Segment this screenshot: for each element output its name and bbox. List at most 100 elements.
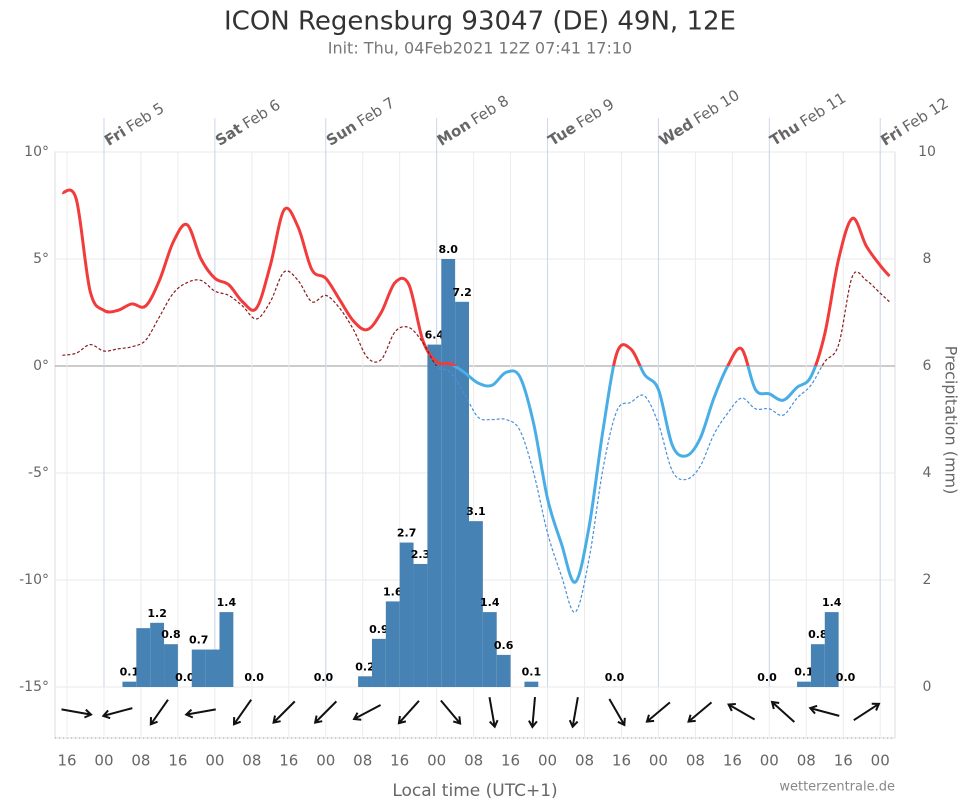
x-tick-label: 00 xyxy=(205,752,224,770)
precip-bar xyxy=(358,676,372,687)
credit: wetterzentrale.de xyxy=(779,780,895,795)
precip-bar xyxy=(427,344,442,687)
dewpoint-line xyxy=(62,270,890,613)
precip-bar xyxy=(797,681,811,687)
chart-title: ICON Regensburg 93047 (DE) 49N, 12E xyxy=(224,7,736,37)
precip-bar xyxy=(441,259,456,687)
day-label: ThuFeb 11 xyxy=(766,88,848,149)
x-tick-label: 00 xyxy=(316,752,335,770)
precip-label: 0.1 xyxy=(522,666,542,679)
x-tick-label: 08 xyxy=(464,752,483,770)
x-tick-label: 08 xyxy=(797,752,816,770)
x-tick-label: 00 xyxy=(94,752,113,770)
y2-tick-label: 0 xyxy=(923,679,932,695)
x-tick-label: 16 xyxy=(612,752,631,770)
wind-arrow xyxy=(770,700,796,723)
precip-bar xyxy=(150,622,165,687)
day-weekday: Tue xyxy=(545,118,580,149)
precip-label: 0.7 xyxy=(189,634,209,647)
precip-label: 0.8 xyxy=(808,628,828,641)
x-tick-label: 00 xyxy=(649,752,668,770)
precip-label: 0.1 xyxy=(120,666,140,679)
day-date: Feb 12 xyxy=(899,94,951,136)
precip-bar xyxy=(455,301,469,687)
y2-tick-label: 8 xyxy=(923,251,932,267)
precip-bar xyxy=(136,628,151,687)
x-tick-label: 00 xyxy=(760,752,779,770)
wind-arrow xyxy=(853,702,881,722)
precip-label: 1.2 xyxy=(147,607,167,620)
y2-axis-label: Precipitation (mm) xyxy=(942,346,960,495)
day-label: TueFeb 9 xyxy=(545,95,618,150)
wind-arrow xyxy=(397,700,420,725)
y-tick-label: -15° xyxy=(19,679,49,695)
precip-bar xyxy=(205,649,220,687)
x-tick-label: 16 xyxy=(279,752,298,770)
precip-label: 7.2 xyxy=(452,286,472,299)
wind-arrow xyxy=(101,707,133,720)
day-date: Feb 5 xyxy=(123,99,167,136)
precip-label: 1.4 xyxy=(217,596,237,609)
day-date: Feb 11 xyxy=(796,88,848,130)
wind-arrow xyxy=(687,701,713,723)
precip-label: 0.8 xyxy=(161,628,181,641)
wind-arrow xyxy=(608,698,626,727)
wind-arrow xyxy=(440,699,462,725)
wind-arrow xyxy=(528,696,538,729)
precip-label: 0.2 xyxy=(355,660,375,673)
precip-label: 3.1 xyxy=(466,505,486,518)
x-tick-label: 16 xyxy=(723,752,742,770)
x-tick-label: 08 xyxy=(242,752,261,770)
day-label: MonFeb 8 xyxy=(434,91,512,149)
precip-label: 0.0 xyxy=(244,671,264,684)
precip-label: 1.4 xyxy=(822,596,842,609)
precip-label: 1.4 xyxy=(480,596,500,609)
x-tick-label: 08 xyxy=(575,752,594,770)
precip-bar xyxy=(191,649,206,687)
precip-label: 0.0 xyxy=(836,671,856,684)
x-tick-label: 00 xyxy=(427,752,446,770)
precip-label: 0.0 xyxy=(605,671,625,684)
precip-bar xyxy=(164,644,178,687)
x-tick-label: 08 xyxy=(353,752,372,770)
precip-bar xyxy=(122,681,137,687)
wind-arrow xyxy=(313,700,338,724)
x-tick-label: 00 xyxy=(871,752,890,770)
wind-arrow xyxy=(352,704,382,721)
precip-bar xyxy=(371,638,386,687)
day-weekday: Fri xyxy=(101,122,129,149)
precip-bar xyxy=(385,601,400,687)
precip-label: 8.0 xyxy=(438,243,458,256)
x-tick-label: 08 xyxy=(131,752,150,770)
y-tick-label: 0° xyxy=(33,358,49,374)
day-weekday: Wed xyxy=(655,114,696,149)
precip-label: 0.1 xyxy=(794,666,814,679)
precip-bar xyxy=(482,612,497,687)
precip-label: 1.6 xyxy=(383,585,403,598)
wind-arrow xyxy=(568,697,579,729)
wind-arrow xyxy=(61,708,93,719)
x-axis-label: Local time (UTC+1) xyxy=(392,781,557,800)
precip-bar xyxy=(219,612,234,687)
day-label: FriFeb 12 xyxy=(877,94,951,150)
y-tick-label: -5° xyxy=(28,465,49,481)
day-date: Feb 8 xyxy=(467,91,511,128)
day-label: WedFeb 10 xyxy=(655,86,742,150)
precip-bar xyxy=(810,644,825,687)
precip-label: 0.9 xyxy=(369,623,389,636)
precip-label: 0.0 xyxy=(175,671,195,684)
day-weekday: Sat xyxy=(212,119,245,149)
precip-bar xyxy=(824,612,839,687)
x-tick-label: 16 xyxy=(390,752,409,770)
x-tick-label: 16 xyxy=(834,752,853,770)
x-tick-label: 08 xyxy=(686,752,705,770)
precip-bar xyxy=(524,681,539,687)
day-weekday: Sun xyxy=(323,117,360,149)
day-weekday: Thu xyxy=(766,117,802,149)
day-label: SatFeb 6 xyxy=(212,95,283,149)
precip-label: 0.0 xyxy=(757,671,777,684)
y2-tick-label: 6 xyxy=(923,358,932,374)
chart-subtitle: Init: Thu, 04Feb2021 12Z 07:41 17:10 xyxy=(328,39,632,58)
day-date: Feb 9 xyxy=(573,95,617,132)
